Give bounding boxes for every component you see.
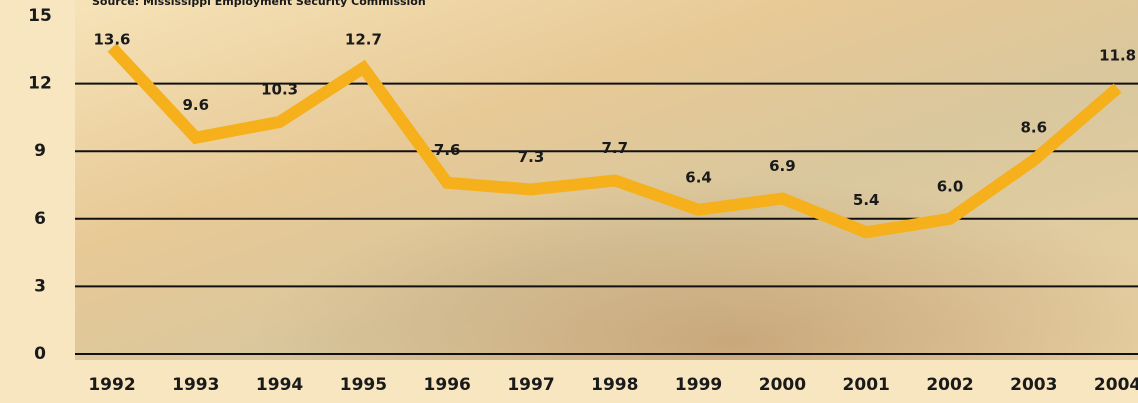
value-label: 12.7 bbox=[345, 31, 382, 49]
x-tick-label: 2002 bbox=[926, 375, 973, 395]
x-tick-label: 2000 bbox=[759, 375, 806, 395]
value-label: 7.7 bbox=[602, 139, 629, 157]
x-tick-label: 1994 bbox=[256, 375, 303, 395]
y-tick-label: 12 bbox=[28, 74, 52, 94]
value-label: 6.9 bbox=[769, 157, 796, 175]
x-tick-label: 2001 bbox=[843, 375, 890, 395]
x-tick-label: 1995 bbox=[340, 375, 387, 395]
y-tick-label: 6 bbox=[34, 209, 46, 229]
value-label: 7.3 bbox=[518, 148, 545, 166]
value-label: 13.6 bbox=[93, 31, 130, 49]
value-label: 9.6 bbox=[183, 96, 210, 114]
value-label: 7.6 bbox=[434, 141, 461, 159]
y-tick-label: 0 bbox=[34, 344, 46, 364]
x-tick-label: 1996 bbox=[424, 375, 471, 395]
value-label: 6.0 bbox=[937, 177, 964, 195]
x-tick-label: 2004 bbox=[1094, 375, 1138, 395]
value-label: 6.4 bbox=[685, 168, 712, 186]
x-tick-label: 1998 bbox=[591, 375, 638, 395]
y-tick-label: 15 bbox=[28, 6, 52, 26]
x-tick-label: 2003 bbox=[1010, 375, 1057, 395]
y-tick-label: 3 bbox=[34, 276, 46, 296]
chart: Source: Mississippi Employment Security … bbox=[0, 0, 1138, 403]
value-label: 10.3 bbox=[261, 80, 298, 98]
y-tick-label: 9 bbox=[34, 141, 46, 161]
x-tick-label: 1999 bbox=[675, 375, 722, 395]
value-label: 8.6 bbox=[1021, 119, 1048, 137]
value-label: 11.8 bbox=[1099, 47, 1136, 65]
x-tick-label: 1993 bbox=[172, 375, 219, 395]
x-tick-label: 1992 bbox=[88, 375, 135, 395]
x-tick-label: 1997 bbox=[507, 375, 554, 395]
value-label: 5.4 bbox=[853, 191, 880, 209]
source: Source: Mississippi Employment Security … bbox=[92, 0, 426, 8]
